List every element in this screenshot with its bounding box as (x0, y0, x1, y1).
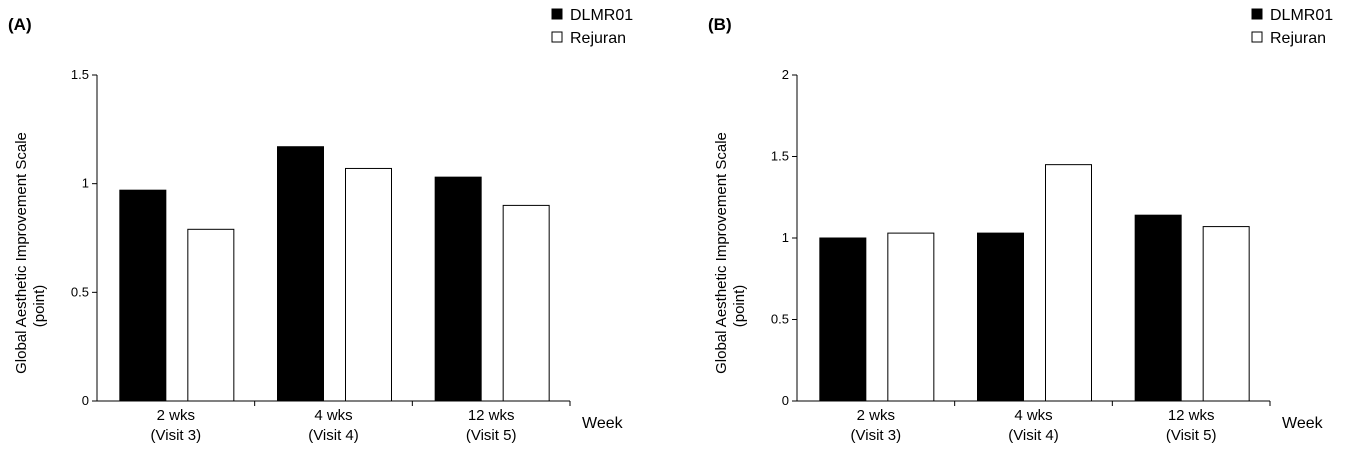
chart-a-x-category-label: 4 wks (314, 407, 352, 424)
chart-a-y-tick-label: 1 (82, 176, 89, 191)
chart-b-panel-label: (B) (708, 15, 732, 34)
chart-a-x-category-sublabel: (Visit 4) (308, 427, 359, 444)
chart-a-bar-dlmr01-2 (277, 146, 324, 402)
chart-panel-a: (A) 0 0.5 1 1.5 Global Aesthetic Improvement … (8, 7, 633, 444)
chart-b-x-category-label: 2 wks (857, 407, 895, 424)
chart-b-legend-label-dlmr01: DLMR01 (1270, 7, 1333, 24)
chart-b-bar-dlmr01-3 (1134, 214, 1182, 402)
chart-b-bar-dlmr01-2 (977, 232, 1024, 402)
bar-chart-a: (A) 0 0.5 1 1.5 Global Aesthetic Improvement … (8, 7, 633, 444)
chart-b-y-tick-label: 0 (782, 393, 789, 408)
chart-b-x-category-sublabel: (Visit 5) (1166, 427, 1217, 444)
chart-a-legend-label-dlmr01: DLMR01 (570, 7, 633, 24)
chart-a-bar-dlmr01-1 (119, 189, 167, 402)
chart-a-panel-label: (A) (8, 15, 32, 34)
chart-a-y-tick-label: 1.5 (71, 67, 89, 82)
chart-b-legend-swatch-dlmr01 (1251, 8, 1263, 20)
chart-a-bar-rejuran-1 (187, 228, 235, 402)
chart-b-x-category-label: 12 wks (1168, 407, 1215, 424)
chart-a-y-axis-title: Global Aesthetic Improvement Scale (13, 132, 30, 374)
chart-b-bar-rejuran-2 (1045, 164, 1092, 402)
chart-a-x-category-sublabel: (Visit 5) (466, 427, 517, 444)
chart-b-legend-label-rejuran: Rejuran (1270, 30, 1326, 47)
chart-a-legend-swatch-dlmr01 (551, 8, 563, 20)
chart-a-bar-rejuran-3 (502, 204, 550, 402)
chart-b-x-category-sublabel: (Visit 4) (1008, 427, 1059, 444)
chart-b-y-tick-label: 1 (782, 230, 789, 245)
chart-panel-b: (B) 0 0.5 1 1.5 2 Global Aesthetic Improvement… (700, 0, 1359, 455)
chart-b-y-tick-label: 1.5 (771, 149, 789, 164)
chart-b-x-axis-title: Week (1282, 415, 1324, 432)
chart-a-legend-swatch-rejuran (551, 31, 563, 43)
chart-a-bar-rejuran-2 (345, 167, 392, 402)
chart-a-x-category-label: 2 wks (157, 407, 195, 424)
chart-a-y-tick-label: 0.5 (71, 284, 89, 299)
chart-a-x-category-label: 12 wks (468, 407, 515, 424)
chart-a-bar-dlmr01-3 (434, 176, 482, 402)
chart-b-legend-swatch-rejuran (1251, 31, 1263, 43)
chart-b-y-tick-label: 2 (782, 67, 789, 82)
chart-b-x-category-sublabel: (Visit 3) (851, 427, 902, 444)
chart-a-legend-label-rejuran: Rejuran (570, 30, 626, 47)
chart-a-x-axis-title: Week (582, 415, 624, 432)
chart-b-y-tick-label: 0.5 (771, 312, 789, 327)
chart-a-y-axis-unit: (point) (31, 285, 48, 328)
chart-b-y-axis-title: Global Aesthetic Improvement Scale (713, 132, 730, 374)
chart-b-bar-dlmr01-1 (819, 237, 867, 402)
chart-a-y-tick-label: 0 (82, 393, 89, 408)
bar-chart-b: (B) 0 0.5 1 1.5 2 Global Aesthetic Improvement… (708, 7, 1333, 444)
chart-b-bar-rejuran-1 (887, 232, 935, 402)
chart-b-bar-rejuran-3 (1202, 226, 1250, 402)
chart-a-x-category-sublabel: (Visit 3) (151, 427, 202, 444)
chart-b-x-category-label: 4 wks (1014, 407, 1052, 424)
chart-b-y-axis-unit: (point) (731, 285, 748, 328)
